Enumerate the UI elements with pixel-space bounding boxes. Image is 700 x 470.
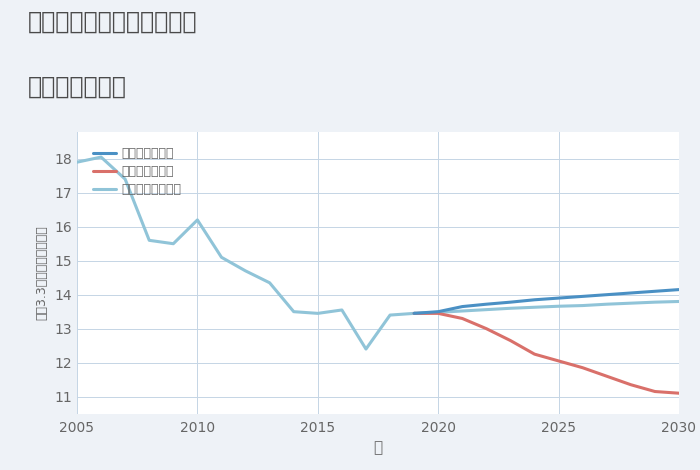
グッドシナリオ [434,309,442,314]
バッドシナリオ [482,326,491,331]
バッドシナリオ [626,382,635,388]
Text: 土地の価格推移: 土地の価格推移 [28,75,127,99]
グッドシナリオ [626,290,635,296]
ノーマルシナリオ [410,311,419,316]
ノーマルシナリオ [578,303,587,308]
Line: ノーマルシナリオ: ノーマルシナリオ [414,301,679,313]
グッドシナリオ [458,304,466,309]
ノーマルシナリオ [626,300,635,306]
ノーマルシナリオ [434,310,442,315]
グッドシナリオ [506,299,514,305]
グッドシナリオ [482,301,491,307]
バッドシナリオ [434,311,442,316]
Text: 三重県桑名市多度町戸津の: 三重県桑名市多度町戸津の [28,9,197,33]
バッドシナリオ [651,389,659,394]
Y-axis label: 坪（3.3㎡）単価（万円）: 坪（3.3㎡）単価（万円） [36,225,49,320]
グッドシナリオ [675,287,683,292]
グッドシナリオ [578,294,587,299]
バッドシナリオ [506,338,514,344]
バッドシナリオ [458,316,466,321]
バッドシナリオ [554,358,563,364]
グッドシナリオ [554,295,563,301]
Line: グッドシナリオ: グッドシナリオ [414,290,679,313]
バッドシナリオ [531,351,539,357]
Legend: グッドシナリオ, バッドシナリオ, ノーマルシナリオ: グッドシナリオ, バッドシナリオ, ノーマルシナリオ [90,143,186,200]
ノーマルシナリオ [531,305,539,310]
バッドシナリオ [603,373,611,379]
X-axis label: 年: 年 [373,440,383,455]
ノーマルシナリオ [482,307,491,313]
グッドシナリオ [410,311,419,316]
バッドシナリオ [578,365,587,370]
ノーマルシナリオ [651,299,659,305]
バッドシナリオ [410,311,419,316]
ノーマルシナリオ [506,306,514,311]
グッドシナリオ [603,292,611,298]
ノーマルシナリオ [458,308,466,314]
ノーマルシナリオ [603,301,611,307]
Line: バッドシナリオ: バッドシナリオ [414,313,679,393]
ノーマルシナリオ [554,304,563,309]
バッドシナリオ [675,391,683,396]
グッドシナリオ [531,297,539,303]
グッドシナリオ [651,289,659,294]
ノーマルシナリオ [675,298,683,304]
